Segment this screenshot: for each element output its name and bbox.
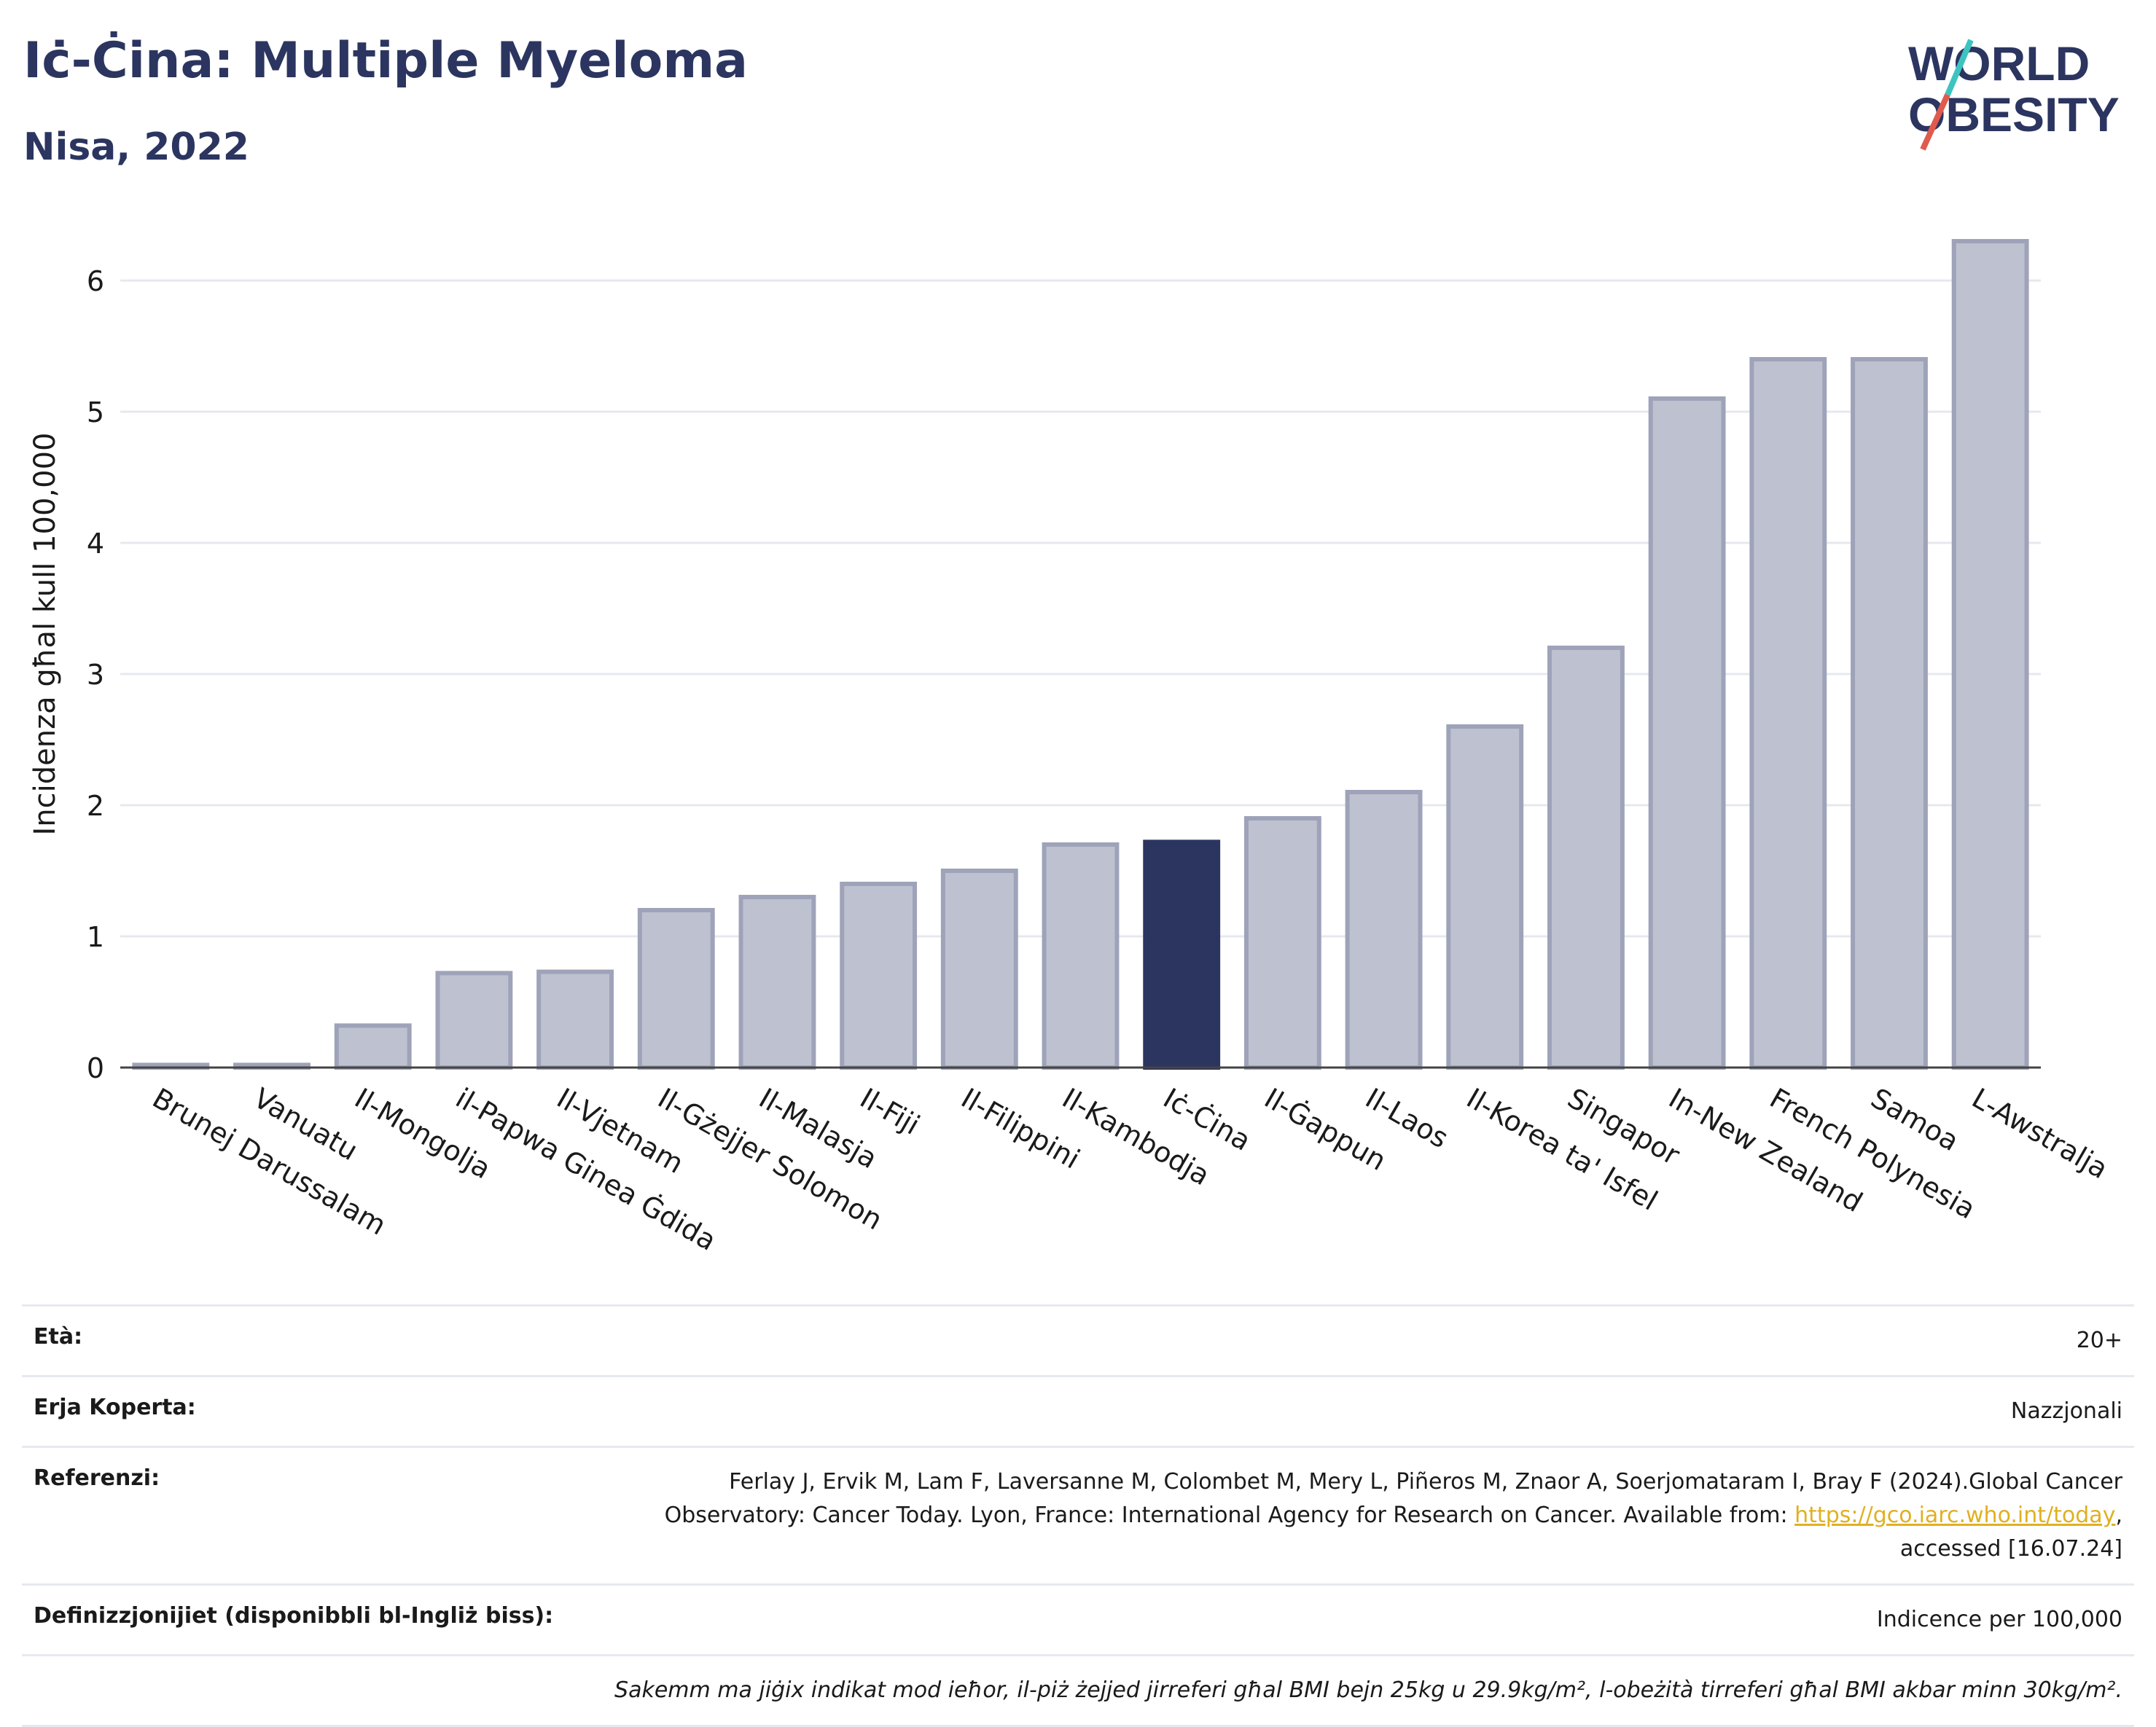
bar-5[interactable] — [637, 908, 715, 1070]
references-label: Referenzi: — [34, 1465, 160, 1491]
y-axis-label: Incidenza għal kull 100,000 — [28, 433, 62, 836]
bar-4[interactable] — [536, 969, 614, 1070]
logo-world-text: WORLD — [1908, 36, 2090, 90]
y-tick-label: 2 — [87, 790, 104, 822]
bar-layer — [132, 239, 2029, 1070]
y-tick-label: 4 — [87, 528, 104, 560]
coverage-value: Nazzjonali — [2010, 1398, 2122, 1424]
bar-2[interactable] — [334, 1023, 412, 1070]
bar-10[interactable] — [1143, 839, 1221, 1070]
references-link[interactable]: https://gco.iarc.who.int/today — [1794, 1503, 2116, 1528]
bar-7[interactable] — [840, 882, 918, 1070]
x-tick-label: Il-Fiji — [855, 1082, 926, 1141]
coverage-label: Erja Koperta: — [34, 1395, 196, 1420]
bar-11[interactable] — [1243, 816, 1321, 1070]
info-row-references: Referenzi: Ferlay J, Ervik M, Lam F, Lav… — [22, 1446, 2134, 1583]
logo-slash-teal — [1945, 39, 1974, 96]
bar-9[interactable] — [1042, 842, 1120, 1070]
bar-16[interactable] — [1749, 357, 1827, 1070]
references-value: Ferlay J, Ervik M, Lam F, Laversanne M, … — [664, 1469, 2122, 1562]
info-row-coverage: Erja Koperta: Nazzjonali — [22, 1375, 2134, 1446]
y-tick-label: 6 — [87, 265, 104, 297]
info-row-note: Sakemm ma jiġix indikat mod ieħor, il-pi… — [22, 1654, 2134, 1727]
y-tick-label: 0 — [87, 1052, 104, 1084]
bar-17[interactable] — [1851, 357, 1928, 1070]
y-tick-label: 3 — [87, 659, 104, 691]
definitions-label: Definizzjonijiet (disponibbli bl-Ingliż … — [34, 1603, 554, 1629]
bar-14[interactable] — [1547, 646, 1625, 1070]
info-row-definitions: Definizzjonijiet (disponibbli bl-Ingliż … — [22, 1583, 2134, 1654]
bar-6[interactable] — [738, 895, 816, 1070]
definitions-value: Indicence per 100,000 — [1876, 1607, 2122, 1632]
info-row-age: Età: 20+ — [22, 1304, 2134, 1375]
logo-slash-coral — [1920, 93, 1950, 151]
obesity-note: Sakemm ma jiġix indikat mod ieħor, il-pi… — [614, 1677, 2122, 1703]
bar-13[interactable] — [1446, 724, 1524, 1070]
references-line-3: accessed [16.07.24] — [1899, 1536, 2122, 1562]
references-line-1: Ferlay J, Ervik M, Lam F, Laversanne M, … — [729, 1469, 2122, 1495]
bar-18[interactable] — [1951, 239, 2029, 1070]
info-table: Età: 20+ Erja Koperta: Nazzjonali Refere… — [22, 1304, 2134, 1727]
age-label: Età: — [34, 1324, 83, 1350]
age-value: 20+ — [2076, 1328, 2122, 1353]
bar-3[interactable] — [435, 971, 513, 1070]
logo-obesity-text: OBESITY — [1908, 87, 2120, 141]
bar-8[interactable] — [940, 869, 1018, 1070]
bar-15[interactable] — [1648, 396, 1726, 1070]
bar-12[interactable] — [1345, 790, 1423, 1070]
references-line-2: Observatory: Cancer Today. Lyon, France:… — [664, 1503, 1788, 1528]
x-tick-label: L-Awstralja — [1966, 1082, 2113, 1186]
y-tick-label: 5 — [87, 396, 104, 428]
y-tick-label: 1 — [87, 921, 104, 953]
page-subtitle: Nisa, 2022 — [23, 125, 249, 169]
world-obesity-logo: WORLD OBESITY — [1908, 36, 2120, 151]
page-title: Iċ-Ċina: Multiple Myeloma — [23, 32, 749, 90]
